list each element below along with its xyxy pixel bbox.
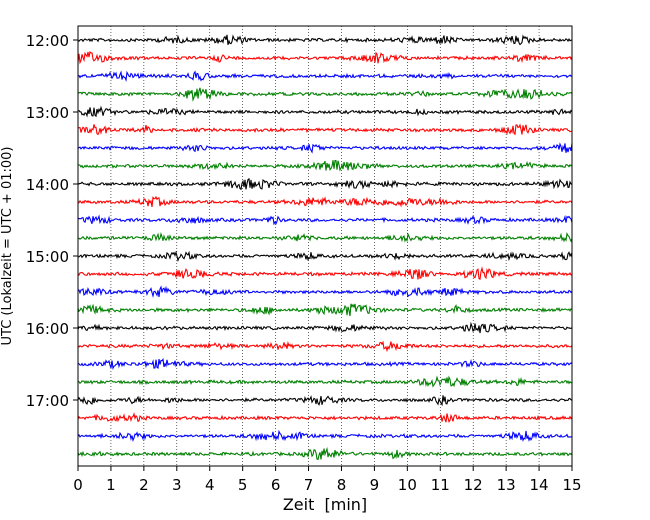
x-tick-label: 9 — [370, 476, 380, 494]
seismic-trace — [77, 340, 573, 353]
y-tick-label: 16:00 — [26, 320, 69, 338]
y-axis-ticks: 12:00 13:00 14:00 15:00 16:00 17:00 — [26, 32, 78, 410]
seismic-trace — [77, 214, 573, 226]
seismic-trace — [77, 159, 573, 172]
y-tick-label: 12:00 — [26, 32, 69, 50]
x-tick-label: 0 — [73, 476, 83, 494]
x-tick-label: 8 — [337, 476, 347, 494]
seismic-trace — [77, 266, 573, 280]
y-tick-label: 15:00 — [26, 248, 69, 266]
y-tick-label: 13:00 — [26, 104, 69, 122]
x-tick-label: 6 — [271, 476, 281, 494]
x-tick-label: 2 — [139, 476, 149, 494]
x-tick-label: 10 — [398, 476, 417, 494]
x-tick-label: 14 — [530, 476, 549, 494]
seismic-trace — [77, 231, 573, 243]
x-tick-label: 13 — [497, 476, 516, 494]
seismic-trace — [77, 250, 573, 263]
grid-lines — [110, 26, 540, 466]
seismic-trace — [77, 142, 573, 154]
seismic-trace — [77, 358, 573, 370]
x-axis-ticks: 0 1 2 3 4 5 6 7 8 9 10 11 12 13 14 15 — [73, 466, 582, 494]
seismic-trace — [77, 446, 573, 461]
plot-frame — [77, 25, 573, 467]
seismic-trace — [77, 395, 573, 407]
seismic-trace — [77, 375, 573, 388]
seismic-traces — [77, 34, 573, 461]
seismic-trace — [77, 429, 573, 442]
seismic-trace — [77, 195, 573, 208]
y-axis-label: UTC (Lokalzeit = UTC + 01:00) — [0, 147, 15, 346]
seismic-trace — [77, 34, 573, 46]
seismic-trace — [77, 412, 573, 423]
seismic-trace — [77, 87, 573, 102]
seismic-trace — [77, 177, 573, 191]
x-tick-label: 5 — [238, 476, 248, 494]
x-tick-label: 4 — [205, 476, 215, 494]
seismic-trace — [77, 321, 573, 334]
seismic-trace — [77, 285, 573, 298]
seismic-trace — [77, 123, 573, 136]
y-tick-label: 17:00 — [26, 392, 69, 410]
x-tick-label: 12 — [464, 476, 483, 494]
x-axis-label: Zeit [min] — [283, 495, 367, 514]
seismic-trace — [77, 50, 573, 65]
y-tick-label: 14:00 — [26, 176, 69, 194]
seismic-trace — [77, 70, 573, 82]
seismic-trace — [77, 105, 573, 118]
x-tick-label: 3 — [172, 476, 182, 494]
x-tick-label: 11 — [431, 476, 450, 494]
seismic-trace — [77, 303, 573, 317]
x-tick-label: 1 — [106, 476, 116, 494]
x-tick-label: 15 — [562, 476, 581, 494]
x-tick-label: 7 — [304, 476, 314, 494]
